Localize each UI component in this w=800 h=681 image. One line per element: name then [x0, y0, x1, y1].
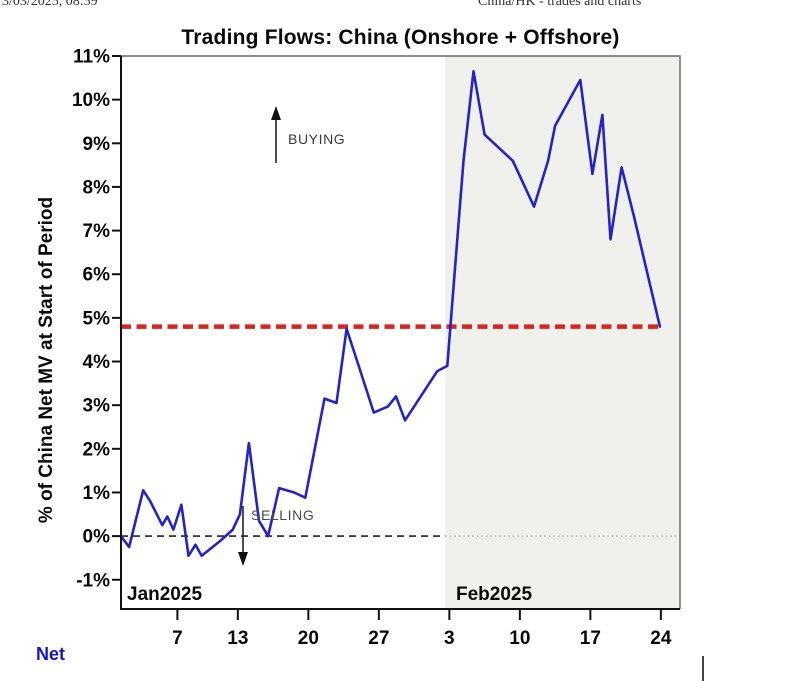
y-tick-label: 2%	[83, 439, 111, 460]
plot-frame-left-bottom	[120, 56, 680, 610]
feb-shaded-region	[445, 56, 680, 609]
x-tick-label: 10	[509, 628, 530, 649]
x-tick-label: 17	[580, 628, 601, 649]
y-tick-label: 5%	[83, 308, 111, 329]
x-tick-label: 27	[368, 628, 389, 649]
y-tick-label: 6%	[83, 265, 111, 286]
print-header-title: China/HK - trades and charts	[478, 0, 642, 9]
y-tick-label: 11%	[73, 47, 110, 68]
x-tick-label: 24	[650, 628, 672, 649]
x-tick-label: 20	[298, 628, 319, 649]
buying-arrowhead-icon	[271, 106, 281, 120]
y-tick-label: 1%	[83, 483, 111, 504]
chart-title: Trading Flows: China (Onshore + Offshore…	[181, 26, 620, 49]
print-header-timestamp: 3/03/2025, 08:59	[2, 0, 98, 9]
y-tick-label: 3%	[83, 396, 111, 417]
legend-net-label: Net	[36, 644, 66, 664]
plot-frame-top-right	[121, 55, 681, 609]
y-tick-label: 4%	[83, 352, 111, 373]
y-tick-label: -1%	[76, 570, 110, 591]
x-tick-label: 3	[444, 628, 455, 649]
y-tick-label: 0%	[83, 527, 111, 548]
y-tick-label: 10%	[72, 90, 110, 111]
y-tick-label: 7%	[83, 221, 111, 242]
buying-annotation-label: BUYING	[288, 131, 346, 147]
net-line	[119, 70, 662, 558]
month-label-jan: Jan2025	[127, 584, 203, 605]
x-tick-label: 7	[172, 628, 183, 649]
selling-arrowhead-icon	[238, 552, 248, 566]
y-tick-label: 9%	[83, 134, 111, 155]
text-cursor	[702, 656, 704, 681]
y-tick-label: 8%	[83, 177, 111, 198]
month-label-feb: Feb2025	[456, 584, 533, 605]
x-tick-label: 13	[227, 628, 248, 649]
selling-annotation-label: SELLING	[251, 507, 315, 523]
